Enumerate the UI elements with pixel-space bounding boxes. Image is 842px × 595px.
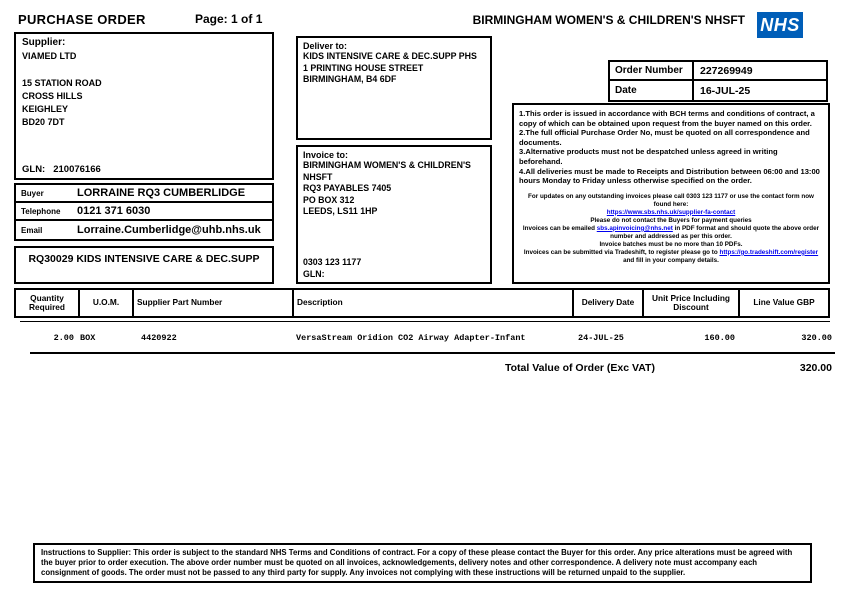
nhs-logo-text: NHS — [760, 14, 800, 35]
terms-item: 2.The full official Purchase Order No, m… — [519, 128, 810, 147]
item-delivery-date: 24-JUL-25 — [578, 333, 624, 343]
order-number-row: Order Number 227269949 — [610, 62, 826, 81]
supplier-address-line: CROSS HILLS — [22, 91, 83, 101]
invoice-to-line: PO BOX 312 — [303, 194, 355, 205]
column-line-value: Line Value GBP — [738, 290, 828, 316]
supplier-instructions-text: Instructions to Supplier: This order is … — [41, 548, 793, 577]
order-number-value: 227269949 — [700, 64, 753, 77]
table-row: 2.00 BOX 4420922 VersaStream Oridion CO2… — [0, 333, 842, 345]
supplier-address-line: KEIGHLEY — [22, 104, 69, 114]
deliver-to-line: 1 PRINTING HOUSE STREET — [303, 62, 424, 73]
column-unit-price: Unit Price Including Discount — [642, 290, 738, 316]
supplier-gln-value: 210076166 — [53, 164, 101, 175]
tradeshift-register-link[interactable]: https://go.tradeshift.com/register — [719, 248, 819, 256]
telephone-row: Telephone 0121 371 6030 — [16, 203, 272, 221]
invoice-note: For updates on any outstanding invoices … — [528, 192, 814, 216]
buyer-label: Buyer — [21, 188, 44, 198]
instructions-box: Instructions to Supplier: This order is … — [33, 543, 812, 583]
terms-item: 3.Alternative products must not be despa… — [519, 147, 778, 166]
supplier-name: VIAMED LTD — [22, 51, 77, 61]
supplier-gln-label: GLN: — [22, 164, 46, 175]
item-part-number: 4420922 — [141, 333, 177, 343]
invoice-note: Invoices can be emailed sbs.apinvoicing@… — [522, 224, 820, 240]
telephone-value: 0121 371 6030 — [77, 205, 151, 217]
invoice-to-line: LEEDS, LS11 1HP — [303, 206, 378, 216]
page-number: Page: 1 of 1 — [195, 12, 262, 26]
total-value: 320.00 — [799, 362, 832, 374]
invoice-to-box: Invoice to: BIRMINGHAM WOMEN'S & CHILDRE… — [296, 145, 492, 284]
deliver-to-line: KIDS INTENSIVE CARE & DEC.SUPP PHS — [303, 51, 477, 61]
supplier-address-line: 15 STATION ROAD — [22, 78, 102, 88]
order-info-table: Order Number 227269949 Date 16-JUL-25 — [608, 60, 828, 102]
column-delivery-date: Delivery Date — [572, 290, 642, 316]
supplier-address-line: BD20 7DT — [22, 117, 65, 127]
telephone-label: Telephone — [21, 206, 61, 216]
invoice-to-label: Invoice to: — [303, 150, 349, 160]
invoice-to-line: BIRMINGHAM WOMEN'S & CHILDREN'S — [303, 160, 471, 170]
deliver-to-box: Deliver to: KIDS INTENSIVE CARE & DEC.SU… — [296, 36, 492, 140]
order-date-label: Date — [610, 81, 694, 100]
terms-item: 1.This order is issued in accordance wit… — [519, 109, 815, 128]
column-quantity-required: Quantity Required — [29, 292, 65, 312]
order-date-row: Date 16-JUL-25 — [610, 81, 826, 100]
order-date-value: 16-JUL-25 — [700, 84, 751, 97]
invoice-note: Please do not contact the Buyers for pay… — [590, 216, 752, 224]
invoice-to-line: RQ3 PAYABLES 7405 — [303, 183, 392, 193]
item-unit-price: 160.00 — [704, 333, 735, 343]
line-items-header: Quantity Required U.O.M. Supplier Part N… — [14, 288, 830, 318]
nhs-logo: NHS — [757, 12, 803, 38]
page-title: PURCHASE ORDER — [18, 12, 146, 27]
supplier-contact-link[interactable]: https://www.sbs.nhs.uk/supplier-fa-conta… — [606, 208, 736, 216]
buyer-row: Buyer LORRAINE RQ3 CUMBERLIDGE — [16, 185, 272, 203]
terms-item: 4.All deliveries must be made to Receipt… — [519, 166, 820, 186]
supplier-gln: GLN: 210076166 — [22, 164, 101, 175]
requisition-box: RQ30029 KIDS INTENSIVE CARE & DEC.SUPP — [14, 246, 274, 284]
column-uom: U.O.M. — [78, 290, 132, 316]
total-label: Total Value of Order (Exc VAT) — [505, 362, 655, 374]
item-quantity: 2.00 — [53, 333, 74, 343]
terms-box: 1.This order is issued in accordance wit… — [512, 103, 830, 284]
deliver-to-line: BIRMINGHAM, B4 6DF — [303, 74, 397, 84]
deliver-to-label: Deliver to: — [303, 41, 348, 51]
buyer-value: LORRAINE RQ3 CUMBERLIDGE — [77, 187, 246, 199]
invoice-to-line: NHSFT — [303, 171, 333, 182]
column-description: Description — [292, 290, 572, 316]
email-value: Lorraine.Cumberlidge@uhb.nhs.uk — [77, 224, 261, 236]
invoice-note: Invoices can be submitted via Tradeshift… — [523, 248, 819, 264]
invoice-phone: 0303 123 1177 — [303, 257, 362, 267]
supplier-box: Supplier: VIAMED LTD 15 STATION ROAD CRO… — [14, 32, 274, 180]
page-label: Page: — [195, 12, 228, 26]
item-uom: BOX — [80, 333, 96, 343]
email-label: Email — [21, 225, 43, 235]
column-supplier-part-number: Supplier Part Number — [132, 290, 292, 316]
item-description: VersaStream Oridion CO2 Airway Adapter-I… — [296, 333, 526, 343]
order-number-label: Order Number — [610, 62, 694, 79]
requisition-text: RQ30029 KIDS INTENSIVE CARE & DEC.SUPP — [28, 253, 260, 265]
page-value: 1 of 1 — [231, 12, 263, 26]
email-row: Email Lorraine.Cumberlidge@uhb.nhs.uk — [16, 221, 272, 239]
trust-name: BIRMINGHAM WOMEN'S & CHILDREN'S NHSFT — [472, 13, 745, 27]
invoice-note: Invoice batches must be no more than 10 … — [599, 240, 743, 248]
item-line-value: 320.00 — [801, 333, 832, 343]
invoice-gln-label: GLN: — [303, 268, 325, 279]
invoicing-email-link[interactable]: sbs.apinvoicing@nhs.net — [596, 224, 673, 232]
supplier-label: Supplier: — [22, 37, 66, 48]
divider — [30, 352, 835, 354]
divider — [20, 321, 830, 322]
buyer-table: Buyer LORRAINE RQ3 CUMBERLIDGE Telephone… — [14, 183, 274, 241]
